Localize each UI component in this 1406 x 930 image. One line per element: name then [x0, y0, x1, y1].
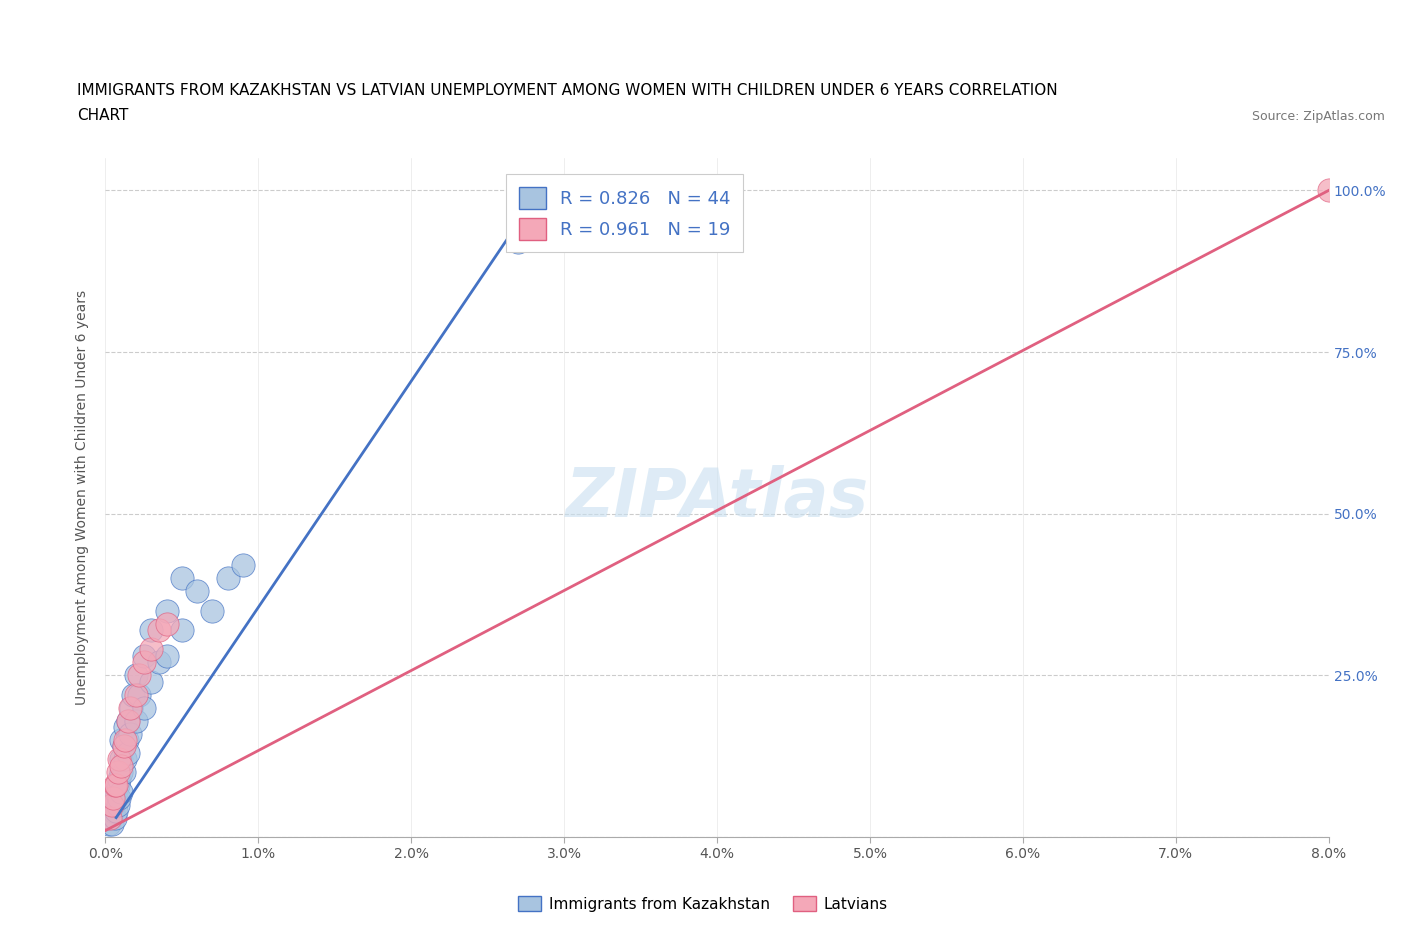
Point: [114, 733, 136, 748]
Point: [100, 817, 122, 831]
Point: [125, 713, 148, 728]
Point: [132, 648, 155, 663]
Point: [132, 700, 155, 715]
Point: [104, 777, 127, 792]
Text: Source: ZipAtlas.com: Source: ZipAtlas.com: [1251, 110, 1385, 123]
Point: [118, 700, 141, 715]
Point: [170, 623, 193, 638]
Point: [108, 771, 131, 786]
Point: [156, 648, 179, 663]
Point: [1317, 183, 1340, 198]
Point: [128, 687, 150, 702]
Point: [217, 571, 239, 586]
Point: [141, 623, 163, 638]
Point: [114, 752, 136, 767]
Legend: Immigrants from Kazakhstan, Latvians: Immigrants from Kazakhstan, Latvians: [512, 889, 894, 918]
Point: [108, 790, 131, 805]
Text: ZIPAtlas: ZIPAtlas: [565, 465, 869, 530]
Point: [122, 687, 145, 702]
Point: [125, 687, 148, 702]
Point: [104, 790, 127, 805]
Point: [114, 720, 136, 735]
Point: [104, 810, 127, 825]
Point: [232, 558, 254, 573]
Point: [107, 777, 129, 792]
Point: [101, 790, 124, 805]
Point: [110, 784, 132, 799]
Y-axis label: Unemployment Among Women with Children Under 6 years: Unemployment Among Women with Children U…: [76, 290, 90, 705]
Point: [508, 234, 530, 249]
Point: [128, 668, 150, 683]
Point: [105, 784, 128, 799]
Legend: R = 0.826   N = 44, R = 0.961   N = 19: R = 0.826 N = 44, R = 0.961 N = 19: [506, 174, 744, 252]
Point: [170, 571, 193, 586]
Point: [186, 584, 208, 599]
Point: [110, 764, 132, 779]
Point: [156, 604, 179, 618]
Point: [112, 739, 135, 754]
Point: [141, 674, 163, 689]
Point: [101, 797, 124, 812]
Point: [117, 713, 139, 728]
Point: [112, 739, 135, 754]
Point: [120, 700, 142, 715]
Point: [132, 655, 155, 670]
Point: [110, 752, 132, 767]
Point: [97, 817, 120, 831]
Point: [105, 777, 128, 792]
Point: [125, 668, 148, 683]
Point: [201, 604, 224, 618]
Point: [112, 764, 135, 779]
Point: [107, 764, 129, 779]
Point: [98, 810, 121, 825]
Point: [98, 810, 121, 825]
Point: [118, 726, 141, 741]
Point: [117, 713, 139, 728]
Point: [105, 804, 128, 818]
Point: [156, 617, 179, 631]
Point: [110, 759, 132, 774]
Point: [107, 797, 129, 812]
Point: [148, 623, 170, 638]
Text: CHART: CHART: [77, 108, 129, 123]
Point: [115, 733, 138, 748]
Point: [110, 733, 132, 748]
Point: [141, 642, 163, 657]
Point: [100, 797, 122, 812]
Point: [117, 746, 139, 761]
Point: [108, 752, 131, 767]
Text: IMMIGRANTS FROM KAZAKHSTAN VS LATVIAN UNEMPLOYMENT AMONG WOMEN WITH CHILDREN UND: IMMIGRANTS FROM KAZAKHSTAN VS LATVIAN UN…: [77, 83, 1057, 98]
Point: [101, 804, 124, 818]
Point: [148, 655, 170, 670]
